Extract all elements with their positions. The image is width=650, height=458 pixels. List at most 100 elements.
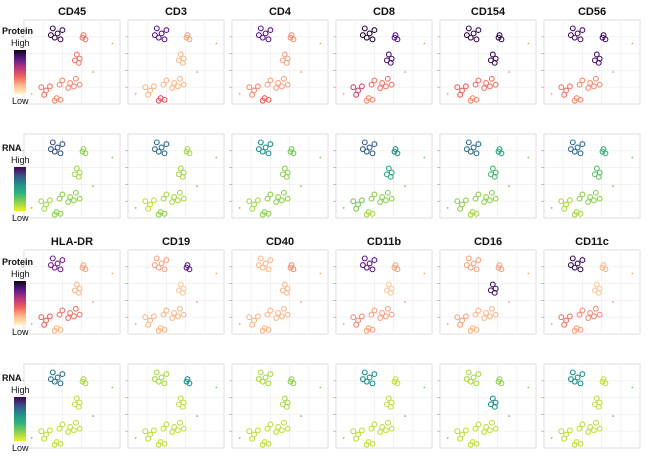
cluster-point	[176, 419, 183, 426]
cluster-point	[577, 36, 584, 43]
plot-frame	[543, 249, 641, 335]
cluster-point	[275, 310, 282, 316]
legend-colorbar	[14, 281, 26, 325]
cluster-point	[180, 425, 187, 432]
cluster-point	[467, 441, 474, 448]
outlier-point	[508, 71, 511, 73]
cluster-point	[155, 327, 162, 334]
cluster-point	[163, 371, 170, 378]
outlier-point	[508, 185, 511, 187]
cluster-point	[569, 255, 576, 262]
outlier-point	[134, 93, 137, 95]
cluster-point	[51, 327, 58, 334]
cluster-point	[495, 34, 502, 41]
cluster-point	[489, 51, 496, 58]
outlier-point	[404, 71, 407, 73]
scatter-panel	[333, 19, 433, 105]
cluster-point	[602, 36, 609, 43]
cluster-point	[585, 85, 592, 91]
plot-frame	[335, 19, 433, 105]
cluster-point	[385, 281, 392, 288]
cluster-point	[153, 25, 160, 32]
cluster-point	[463, 32, 470, 39]
cluster-point	[472, 81, 479, 88]
cluster-point	[567, 376, 574, 383]
cluster-point	[51, 441, 58, 448]
cluster-point	[75, 403, 82, 410]
plot-frame	[231, 363, 329, 449]
cluster-point	[283, 173, 290, 180]
cluster-point	[255, 146, 262, 153]
cluster-point	[169, 85, 176, 91]
cluster-point	[454, 84, 461, 91]
cluster-point	[264, 311, 271, 318]
cluster-point	[462, 197, 469, 204]
cluster-point	[488, 189, 495, 196]
cluster-point	[161, 440, 168, 447]
cluster-point	[79, 378, 86, 385]
outlier-point	[215, 156, 218, 159]
cluster-point	[47, 262, 54, 269]
cluster-point	[186, 380, 193, 387]
cluster-point	[73, 281, 80, 288]
cluster-point	[257, 139, 264, 146]
cluster-point	[593, 51, 600, 58]
cluster-point	[377, 315, 384, 321]
cluster-point	[161, 380, 168, 387]
cluster-point	[79, 148, 86, 155]
cluster-point	[267, 191, 274, 198]
marker-title: CD40	[265, 236, 295, 248]
cluster-point	[56, 195, 63, 202]
cluster-point	[264, 81, 271, 88]
cluster-point	[473, 36, 480, 43]
cluster-point	[160, 425, 167, 432]
cluster-point	[488, 305, 495, 312]
cluster-point	[579, 27, 586, 34]
cluster-point	[491, 59, 498, 66]
cluster-point	[577, 150, 584, 157]
cluster-point	[571, 441, 578, 448]
cluster-point	[186, 266, 193, 273]
marker-title: CD56	[577, 6, 607, 18]
cluster-point	[561, 321, 568, 328]
cluster-point	[280, 305, 287, 312]
cluster-point	[278, 197, 285, 204]
cluster-point	[186, 150, 193, 157]
cluster-point	[359, 376, 366, 383]
cluster-point	[369, 96, 376, 103]
cluster-point	[596, 311, 603, 318]
cluster-point	[72, 189, 79, 196]
outlier-point	[527, 272, 530, 275]
outlier-point	[30, 93, 33, 95]
cluster-point	[59, 141, 66, 148]
cluster-point	[579, 191, 586, 198]
cluster-point	[142, 314, 149, 321]
cluster-point	[465, 139, 472, 146]
cluster-point	[179, 289, 186, 296]
cluster-point	[265, 96, 272, 103]
cluster-point	[183, 264, 190, 271]
outlier-point	[215, 386, 218, 389]
cluster-point	[180, 311, 187, 318]
cluster-point	[72, 75, 79, 82]
cluster-point	[470, 30, 477, 37]
marker-title: CD11b	[366, 236, 402, 248]
cluster-point	[177, 395, 184, 402]
cluster-point	[369, 36, 376, 43]
cluster-point	[475, 371, 482, 378]
cluster-point	[366, 144, 373, 151]
cluster-point	[599, 148, 606, 155]
cluster-point	[576, 195, 583, 202]
scatter-panel	[229, 133, 329, 219]
cluster-point	[257, 255, 264, 262]
cluster-point	[145, 321, 152, 328]
plot-frame	[439, 133, 537, 219]
cluster-point	[462, 83, 469, 90]
cluster-point	[151, 146, 158, 153]
cluster-point	[176, 305, 183, 312]
cluster-point	[558, 198, 565, 205]
cluster-point	[369, 150, 376, 157]
marker-title: HLA-DR	[50, 236, 94, 248]
outlier-point	[215, 42, 218, 45]
